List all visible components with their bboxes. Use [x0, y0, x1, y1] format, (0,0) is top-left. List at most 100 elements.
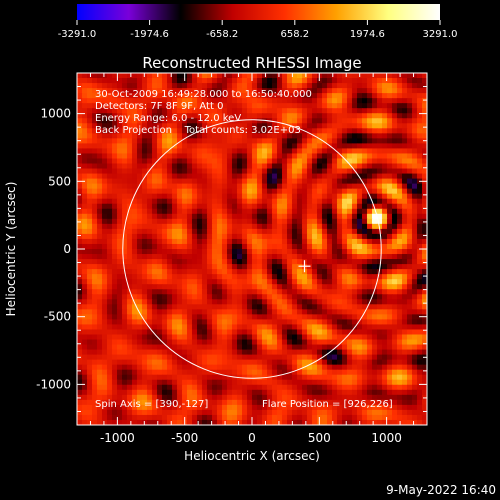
heatmap-cell — [412, 193, 418, 200]
heatmap-cell — [227, 223, 233, 230]
heatmap-cell — [362, 243, 368, 250]
heatmap-cell — [202, 128, 208, 134]
heatmap-cell — [317, 93, 323, 99]
heatmap-cell — [332, 379, 338, 386]
heatmap-cell — [332, 203, 338, 210]
heatmap-cell — [122, 213, 128, 220]
heatmap-cell — [132, 168, 138, 175]
heatmap-cell — [122, 208, 128, 215]
heatmap-cell — [282, 108, 288, 114]
heatmap-cell — [117, 414, 123, 421]
heatmap-cell — [112, 88, 118, 94]
colorbar-tick-label: -1974.6 — [130, 29, 169, 40]
heatmap-cell — [332, 208, 338, 215]
heatmap-cell — [207, 213, 213, 220]
heatmap-cell — [297, 344, 303, 351]
heatmap-cell — [307, 304, 313, 310]
heatmap-cell — [137, 223, 143, 230]
heatmap-cell — [342, 188, 348, 195]
heatmap-cell — [142, 259, 148, 265]
heatmap-cell — [137, 113, 143, 119]
heatmap-cell — [292, 83, 298, 89]
heatmap-cell — [212, 173, 218, 180]
heatmap-cell — [237, 289, 243, 295]
heatmap-cell — [242, 238, 248, 245]
heatmap-cell — [342, 354, 348, 361]
heatmap-cell — [352, 404, 358, 411]
heatmap-cell — [187, 243, 193, 250]
heatmap-cell — [257, 208, 263, 215]
heatmap-cell — [392, 133, 398, 139]
heatmap-cell — [282, 118, 288, 124]
heatmap-cell — [167, 279, 173, 285]
heatmap-cell — [207, 374, 213, 381]
heatmap-cell — [117, 173, 123, 180]
heatmap-cell — [227, 369, 233, 376]
heatmap-cell — [262, 339, 268, 346]
heatmap-cell — [372, 218, 378, 225]
heatmap-cell — [282, 374, 288, 381]
heatmap-cell — [257, 354, 263, 361]
heatmap-cell — [362, 228, 368, 235]
heatmap-cell — [387, 168, 393, 175]
heatmap-cell — [172, 208, 178, 215]
heatmap-cell — [92, 389, 98, 396]
heatmap-cell — [197, 334, 203, 341]
heatmap-cell — [337, 309, 343, 315]
heatmap-cell — [267, 329, 273, 336]
heatmap-cell — [107, 88, 113, 94]
heatmap-cell — [162, 384, 168, 391]
heatmap-cell — [142, 218, 148, 225]
heatmap-cell — [402, 404, 408, 411]
heatmap-cell — [107, 404, 113, 411]
heatmap-cell — [212, 228, 218, 235]
heatmap-cell — [232, 314, 238, 320]
heatmap-cell — [257, 294, 263, 300]
heatmap-cell — [267, 123, 273, 129]
heatmap-cell — [352, 414, 358, 421]
heatmap-cell — [302, 223, 308, 230]
heatmap-cell — [402, 238, 408, 245]
heatmap-cell — [237, 409, 243, 416]
heatmap-cell — [267, 249, 273, 255]
heatmap-cell — [347, 409, 353, 416]
heatmap-cell — [282, 259, 288, 265]
heatmap-cell — [142, 299, 148, 305]
heatmap-cell — [302, 279, 308, 285]
heatmap-cell — [352, 369, 358, 376]
heatmap-cell — [322, 274, 328, 280]
heatmap-cell — [392, 128, 398, 134]
heatmap-cell — [102, 329, 108, 336]
heatmap-cell — [327, 238, 333, 245]
heatmap-cell — [332, 228, 338, 235]
heatmap-cell — [117, 359, 123, 366]
heatmap-cell — [272, 269, 278, 275]
heatmap-cell — [82, 334, 88, 341]
heatmap-cell — [197, 218, 203, 225]
heatmap-cell — [312, 78, 318, 84]
heatmap-cell — [167, 399, 173, 406]
heatmap-cell — [307, 233, 313, 240]
heatmap-cell — [312, 158, 318, 165]
heatmap-cell — [412, 178, 418, 185]
heatmap-cell — [97, 168, 103, 175]
heatmap-cell — [157, 304, 163, 310]
heatmap-cell — [147, 123, 153, 129]
heatmap-cell — [202, 274, 208, 280]
heatmap-cell — [217, 419, 223, 425]
heatmap-cell — [182, 168, 188, 175]
heatmap-cell — [277, 93, 283, 99]
heatmap-cell — [307, 309, 313, 315]
heatmap-cell — [212, 359, 218, 366]
heatmap-cell — [322, 364, 328, 371]
heatmap-cell — [267, 93, 273, 99]
heatmap-cell — [172, 83, 178, 89]
heatmap-cell — [242, 153, 248, 160]
heatmap-cell — [232, 173, 238, 180]
heatmap-cell — [382, 404, 388, 411]
heatmap-cell — [222, 409, 228, 416]
heatmap-cell — [187, 254, 193, 260]
heatmap-cell — [162, 238, 168, 245]
heatmap-cell — [287, 153, 293, 160]
heatmap-cell — [397, 83, 403, 89]
